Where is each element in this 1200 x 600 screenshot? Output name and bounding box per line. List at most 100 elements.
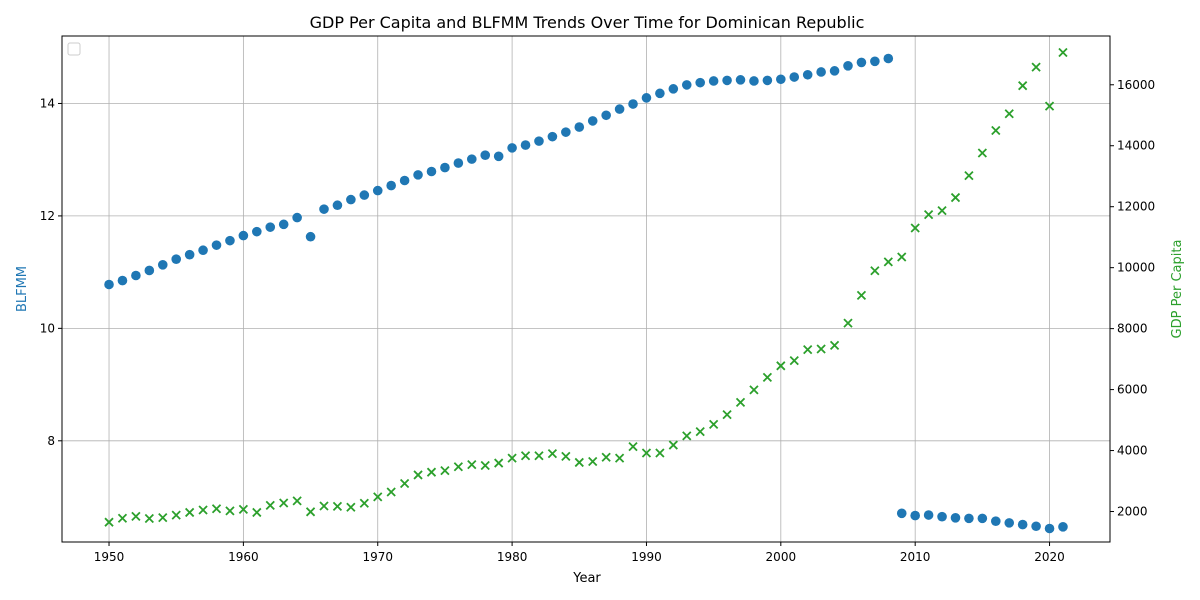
gdp-point (373, 492, 383, 502)
blfmm-point (843, 60, 853, 71)
blfmm-point (735, 75, 746, 85)
gdp-point (319, 501, 329, 511)
gdp-point (252, 507, 262, 518)
blfmm-point (856, 57, 867, 68)
blfmm-point (359, 190, 370, 200)
gdp-point (601, 452, 611, 462)
blfmm-point (1004, 518, 1015, 528)
blfmm-point (386, 180, 396, 191)
blfmm-point (198, 245, 208, 256)
gdp-point (682, 431, 692, 441)
gdp-point (305, 507, 316, 517)
gdp-point (709, 419, 719, 429)
gdp-point (574, 457, 584, 468)
gdp-point (883, 257, 893, 267)
gdp-point (413, 470, 423, 480)
blfmm-point (480, 150, 491, 160)
x-tick-label: 2000 (766, 550, 797, 564)
plot-frame (61, 35, 1111, 543)
gdp-point (776, 361, 786, 371)
gdp-point (332, 501, 343, 511)
blfmm-point (534, 136, 544, 146)
blfmm-point (305, 231, 316, 242)
blfmm-point (238, 230, 249, 241)
series-gdp-per-capita (104, 47, 1068, 527)
y-right-tick-label: 14000 (1117, 139, 1155, 153)
gdp-point (158, 512, 168, 523)
gdp-point (1044, 101, 1055, 111)
x-tick-label: 1970 (362, 550, 393, 564)
blfmm-point (990, 516, 1001, 526)
blfmm-point (265, 222, 276, 232)
gdp-point (467, 459, 477, 470)
y-left-tick-label: 12 (40, 209, 55, 223)
blfmm-point (157, 260, 168, 270)
x-tick-label: 1990 (631, 550, 662, 564)
x-tick-label: 2010 (900, 550, 931, 564)
blfmm-point (829, 66, 840, 76)
blfmm-point (628, 99, 638, 109)
gdp-point (1018, 81, 1028, 91)
y-right-tick-label: 10000 (1117, 261, 1155, 275)
blfmm-point (1044, 523, 1055, 534)
blfmm-point (708, 76, 719, 86)
blfmm-point (977, 513, 988, 524)
chart-title: GDP Per Capita and BLFMM Trends Over Tim… (310, 13, 865, 32)
blfmm-point (641, 93, 652, 103)
gdp-point (588, 456, 598, 467)
y-right-axis-ticks: 2000 4000 6000 8000 10000 12000 14000 16000 (1110, 78, 1155, 519)
gdp-point (399, 478, 410, 489)
y-left-axis-ticks: 8 10 12 14 (40, 96, 62, 448)
gdp-point (803, 345, 813, 355)
blfmm-point (923, 510, 934, 520)
y-right-tick-label: 2000 (1117, 505, 1148, 519)
gdp-point (856, 290, 867, 301)
gdp-point (561, 451, 571, 461)
blfmm-point (614, 104, 625, 114)
gdp-point (265, 500, 275, 511)
blfmm-point (547, 131, 558, 142)
gdp-point (910, 223, 920, 233)
blfmm-point (896, 508, 907, 519)
x-axis-ticks: 1950 1960 1970 1980 1990 2000 2010 2020 (94, 542, 1065, 564)
gdp-point (1058, 47, 1068, 58)
blfmm-point (655, 88, 665, 99)
y-right-tick-label: 6000 (1117, 383, 1148, 397)
blfmm-point (117, 275, 128, 286)
gdp-point (534, 451, 544, 461)
gdp-point (211, 504, 222, 514)
gdp-point (238, 504, 249, 515)
gdp-point (520, 451, 531, 461)
blfmm-point (252, 226, 262, 237)
gdp-point (843, 318, 853, 328)
blfmm-point (104, 279, 114, 290)
gdp-point (440, 466, 450, 476)
gdp-point (950, 192, 961, 203)
blfmm-point (587, 116, 598, 126)
blfmm-point (695, 77, 706, 88)
blfmm-point (964, 513, 974, 524)
blfmm-point (131, 270, 141, 281)
legend-box (67, 42, 81, 56)
blfmm-point (561, 127, 571, 137)
y-right-axis-label: GDP Per Capita (1170, 240, 1185, 339)
blfmm-point (171, 254, 182, 265)
y-left-tick-label: 14 (40, 96, 55, 110)
x-axis-label: Year (572, 571, 601, 586)
gdp-point (480, 460, 490, 471)
gdp-point (695, 427, 705, 437)
gdp-point (991, 125, 1001, 136)
blfmm-point (816, 67, 826, 77)
x-tick-label: 1960 (228, 550, 259, 564)
gdp-point (279, 498, 289, 508)
gdp-point (547, 448, 558, 459)
gdp-point (507, 453, 517, 463)
x-tick-label: 1950 (94, 550, 125, 564)
blfmm-point (372, 185, 383, 196)
blfmm-point (722, 75, 732, 86)
gdp-point (964, 170, 974, 181)
y-right-tick-label: 16000 (1117, 78, 1155, 92)
blfmm-point (278, 219, 289, 230)
gdp-point (386, 487, 396, 497)
